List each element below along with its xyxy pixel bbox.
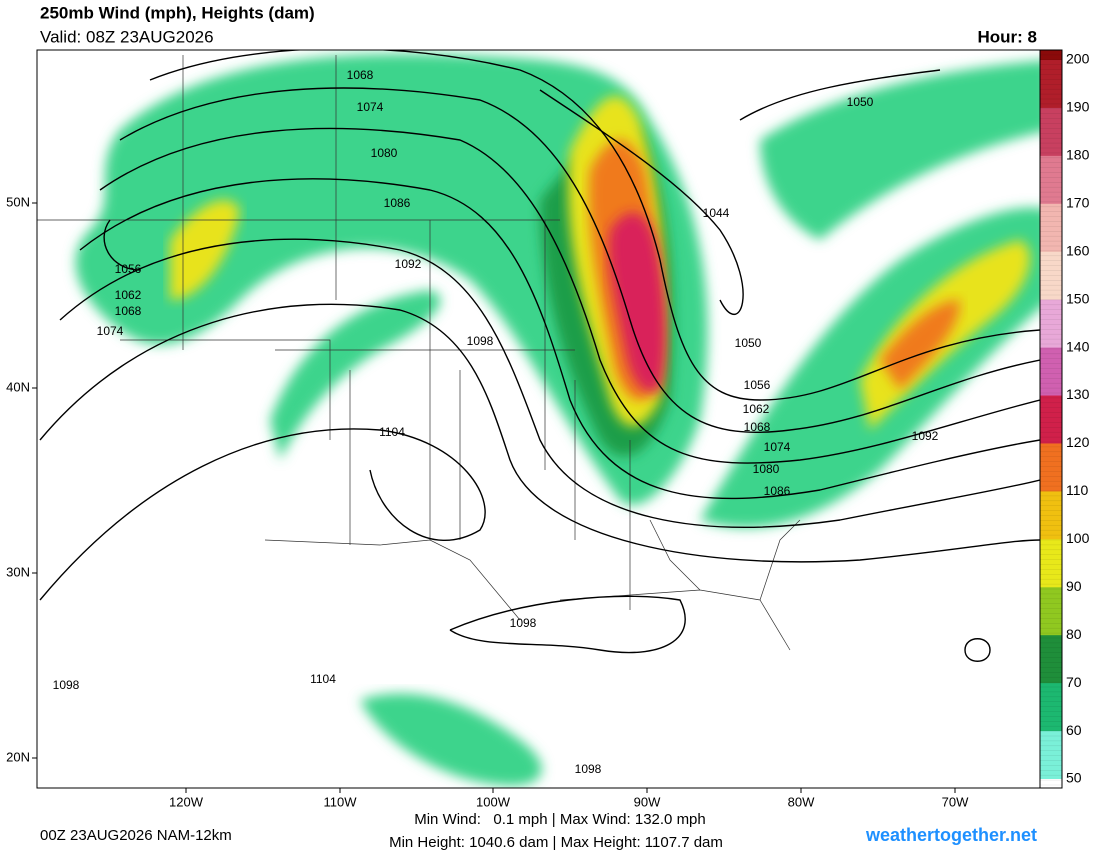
colorbar-band — [1040, 539, 1062, 588]
contour-label: 1104 — [310, 672, 336, 686]
contour-label: 1098 — [467, 334, 494, 348]
site-credit: weathertogether.net — [865, 825, 1037, 845]
longitude-label: 70W — [942, 794, 969, 809]
contour-label: 1080 — [371, 146, 398, 160]
colorbar-label: 80 — [1066, 626, 1082, 642]
colorbar-band — [1040, 60, 1062, 109]
colorbar-label: 170 — [1066, 195, 1090, 211]
colorbar-label: 60 — [1066, 722, 1082, 738]
map-area: 1068 1074 1080 1086 1092 1098 1104 1044 1050 1056… — [37, 50, 1040, 788]
colorbar-label: 200 — [1066, 51, 1090, 67]
contour-label: 1056 — [744, 378, 771, 392]
colorbar-band — [1040, 347, 1062, 397]
forecast-hour: Hour: 8 — [978, 27, 1038, 46]
colorbar-band — [1040, 251, 1062, 301]
contour-label: 1068 — [347, 68, 374, 82]
latitude-label: 20N — [6, 749, 30, 764]
contour-labels: 1068 1074 1080 1086 1092 1098 1104 1044 1050 1056… — [53, 68, 939, 776]
height-stats: Min Height: 1040.6 dam | Max Height: 110… — [389, 834, 723, 850]
colorbar-band — [1040, 587, 1062, 636]
colorbar-frame — [1039, 49, 1063, 789]
colorbar: 200 190 180 170 160 150 140 130 120 110 100 90 80 70 6… — [1039, 49, 1090, 789]
colorbar-label: 50 — [1066, 770, 1082, 786]
colorbar-label: 130 — [1066, 386, 1090, 402]
contour-label: 1080 — [753, 462, 780, 476]
colorbar-label: 100 — [1066, 530, 1090, 546]
contour-label: 1098 — [53, 678, 80, 692]
colorbar-label: 160 — [1066, 242, 1090, 258]
longitude-labels: 120W 110W 100W 90W 80W 70W — [169, 788, 969, 809]
contour-label: 1056 — [115, 262, 142, 276]
contour-label: 1092 — [912, 429, 939, 443]
colorbar-label: 110 — [1066, 482, 1089, 498]
colorbar-band — [1040, 779, 1062, 788]
wind-shading — [75, 53, 1040, 786]
contour-label: 1098 — [510, 616, 537, 630]
longitude-label: 100W — [476, 794, 511, 809]
colorbar-band — [1040, 731, 1062, 780]
valid-time: Valid: 08Z 23AUG2026 — [40, 27, 214, 46]
longitude-label: 120W — [169, 794, 204, 809]
contour-label: 1068 — [744, 420, 771, 434]
contour-label: 1086 — [384, 196, 411, 210]
colorbar-band — [1040, 491, 1062, 540]
wind-stats: Min Wind: 0.1 mph | Max Wind: 132.0 mph — [414, 811, 706, 828]
contour-label: 1062 — [743, 402, 770, 416]
contour-label: 1104 — [379, 425, 405, 439]
colorbar-band — [1040, 50, 1062, 61]
colorbar-label: 90 — [1066, 578, 1082, 594]
longitude-label: 80W — [788, 794, 815, 809]
contour-label: 1098 — [575, 762, 602, 776]
colorbar-band — [1040, 395, 1062, 444]
contour-label: 1068 — [115, 304, 142, 318]
contour-label: 1074 — [764, 440, 791, 454]
latitude-label: 30N — [6, 564, 30, 579]
height-contours — [39, 50, 1040, 662]
colorbar-band — [1040, 203, 1062, 253]
latitude-label: 40N — [6, 379, 30, 394]
colorbar-label: 150 — [1066, 290, 1090, 306]
contour-label: 1086 — [764, 484, 791, 498]
model-run: 00Z 23AUG2026 NAM-12km — [40, 827, 232, 844]
colorbar-band — [1040, 443, 1062, 492]
contour-label: 1050 — [847, 95, 874, 109]
colorbar-band — [1040, 635, 1062, 684]
contour-label: 1050 — [735, 336, 762, 350]
latitude-labels: 50N 40N 30N 20N — [6, 194, 37, 764]
state-borders — [37, 55, 801, 651]
contour-label: 1074 — [97, 324, 124, 338]
colorbar-label: 140 — [1066, 338, 1090, 354]
colorbar-label: 190 — [1066, 99, 1090, 115]
longitude-label: 90W — [634, 794, 661, 809]
colorbar-band — [1040, 107, 1062, 157]
contour-label: 1074 — [357, 100, 384, 114]
contour-label: 1092 — [395, 257, 422, 271]
colorbar-band — [1040, 299, 1062, 349]
colorbar-band — [1040, 683, 1062, 732]
latitude-label: 50N — [6, 194, 30, 209]
colorbar-band — [1040, 155, 1062, 205]
colorbar-label: 120 — [1066, 434, 1090, 450]
longitude-label: 110W — [324, 794, 358, 809]
contour-label: 1044 — [703, 206, 730, 220]
contour-label: 1062 — [115, 288, 142, 302]
colorbar-label: 180 — [1066, 147, 1090, 163]
colorbar-label: 70 — [1066, 674, 1082, 690]
title: 250mb Wind (mph), Heights (dam) — [40, 3, 315, 22]
